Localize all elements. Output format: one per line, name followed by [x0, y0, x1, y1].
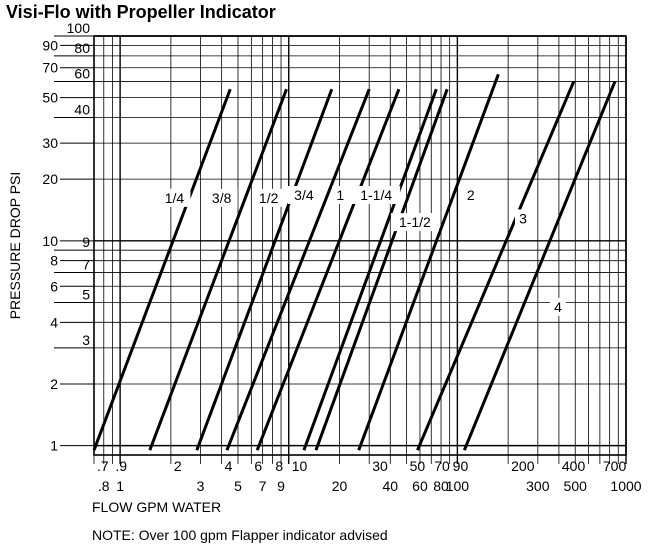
y-tick-label-left: 1	[50, 438, 58, 454]
series-line-0	[92, 88, 232, 451]
chart-title: Visi-Flo with Propeller Indicator	[6, 2, 276, 22]
x-tick-label-upper: 30	[372, 458, 388, 474]
y-tick-label-right: 3	[82, 332, 90, 348]
series-label-bg	[252, 188, 285, 207]
series-label: 2	[467, 187, 475, 203]
y-tick-label-right: 40	[74, 102, 90, 118]
y-tick-label-left: 70	[42, 60, 58, 76]
x-tick-label-upper: .9	[115, 458, 127, 474]
x-tick-label-lower: 9	[277, 478, 285, 494]
series-label: 3	[519, 210, 527, 226]
x-tick-label-lower: 40	[382, 478, 398, 494]
series-label: 3/8	[212, 190, 232, 206]
x-tick-label-lower: 300	[526, 478, 550, 494]
x-tick-label-upper: 10	[292, 458, 308, 474]
x-tick-label-upper: 8	[275, 458, 283, 474]
x-tick-label-upper: 700	[603, 458, 627, 474]
x-tick-label-lower: 500	[564, 478, 588, 494]
x-tick-label-upper: 50	[410, 458, 426, 474]
plot-frame	[93, 35, 627, 456]
series-label-bg	[390, 213, 439, 232]
y-tick-label-right: 7	[82, 257, 90, 273]
y-tick-label-left: 6	[50, 278, 58, 294]
y-tick-label-left: 30	[42, 135, 58, 151]
series-label-bg	[462, 186, 479, 205]
y-tick-label-right: 5	[82, 286, 90, 302]
y-tick-label-right: 100	[67, 20, 91, 36]
x-tick-label-lower: 20	[332, 478, 348, 494]
y-tick-label-left: 50	[42, 90, 58, 106]
x-tick-label-lower: 1000	[610, 478, 641, 494]
x-tick-label-lower: 80	[433, 478, 449, 494]
x-tick-label-lower: .8	[98, 478, 110, 494]
y-tick-label-left: 4	[50, 314, 58, 330]
x-tick-label-upper: 4	[225, 458, 233, 474]
series-label-bg	[332, 186, 349, 205]
series-line-9	[462, 80, 617, 451]
series-label: 1-1/2	[399, 214, 431, 230]
series-label-bg	[514, 209, 531, 228]
series-line-1	[148, 88, 288, 451]
chart-note: NOTE: Over 100 gpm Flapper indicator adv…	[92, 527, 388, 543]
series-line-5	[302, 88, 438, 451]
series-line-6	[314, 88, 449, 451]
y-tick-label-left: 10	[42, 233, 58, 249]
series-line-7	[357, 73, 500, 451]
y-tick-label-left: 8	[50, 253, 58, 269]
series-label-bg	[352, 186, 401, 205]
x-tick-label-lower: 3	[197, 478, 205, 494]
series-line-4	[255, 88, 401, 451]
x-tick-label-upper: 90	[453, 458, 469, 474]
series-label-bg	[287, 186, 320, 205]
series-label-bg	[205, 188, 238, 207]
series-label-bg	[549, 297, 566, 316]
series-label-bg	[158, 188, 191, 207]
x-tick-label-lower: 1	[116, 478, 124, 494]
x-tick-label-lower: 7	[259, 478, 267, 494]
y-axis-label: PRESSURE DROP PSI	[7, 172, 23, 320]
series-line-2	[195, 88, 334, 451]
series-line-3	[225, 88, 371, 451]
series-label: 1-1/4	[360, 187, 392, 203]
series-label: 1	[336, 187, 344, 203]
x-tick-label-lower: 5	[234, 478, 242, 494]
y-tick-label-right: 60	[74, 65, 90, 81]
series-label: 3/4	[294, 187, 314, 203]
x-tick-label-upper: 2	[174, 458, 182, 474]
y-tick-label-left: 90	[42, 37, 58, 53]
series-label: 1/4	[165, 190, 185, 206]
x-tick-label-upper: 6	[254, 458, 262, 474]
x-tick-label-upper: 400	[562, 458, 586, 474]
x-tick-label-upper: 70	[434, 458, 450, 474]
x-tick-label-lower: 60	[412, 478, 428, 494]
y-tick-label-right: 9	[82, 234, 90, 250]
y-tick-label-right: 80	[74, 40, 90, 56]
x-tick-label-upper: 200	[511, 458, 535, 474]
series-label: 4	[554, 299, 562, 315]
series-line-8	[416, 80, 576, 451]
y-tick-label-left: 2	[50, 376, 58, 392]
series-label: 1/2	[259, 190, 279, 206]
x-axis-label: FLOW GPM WATER	[92, 499, 222, 515]
x-tick-label-upper: .7	[97, 458, 109, 474]
x-tick-label-lower: 100	[446, 478, 470, 494]
y-tick-label-left: 20	[42, 171, 58, 187]
